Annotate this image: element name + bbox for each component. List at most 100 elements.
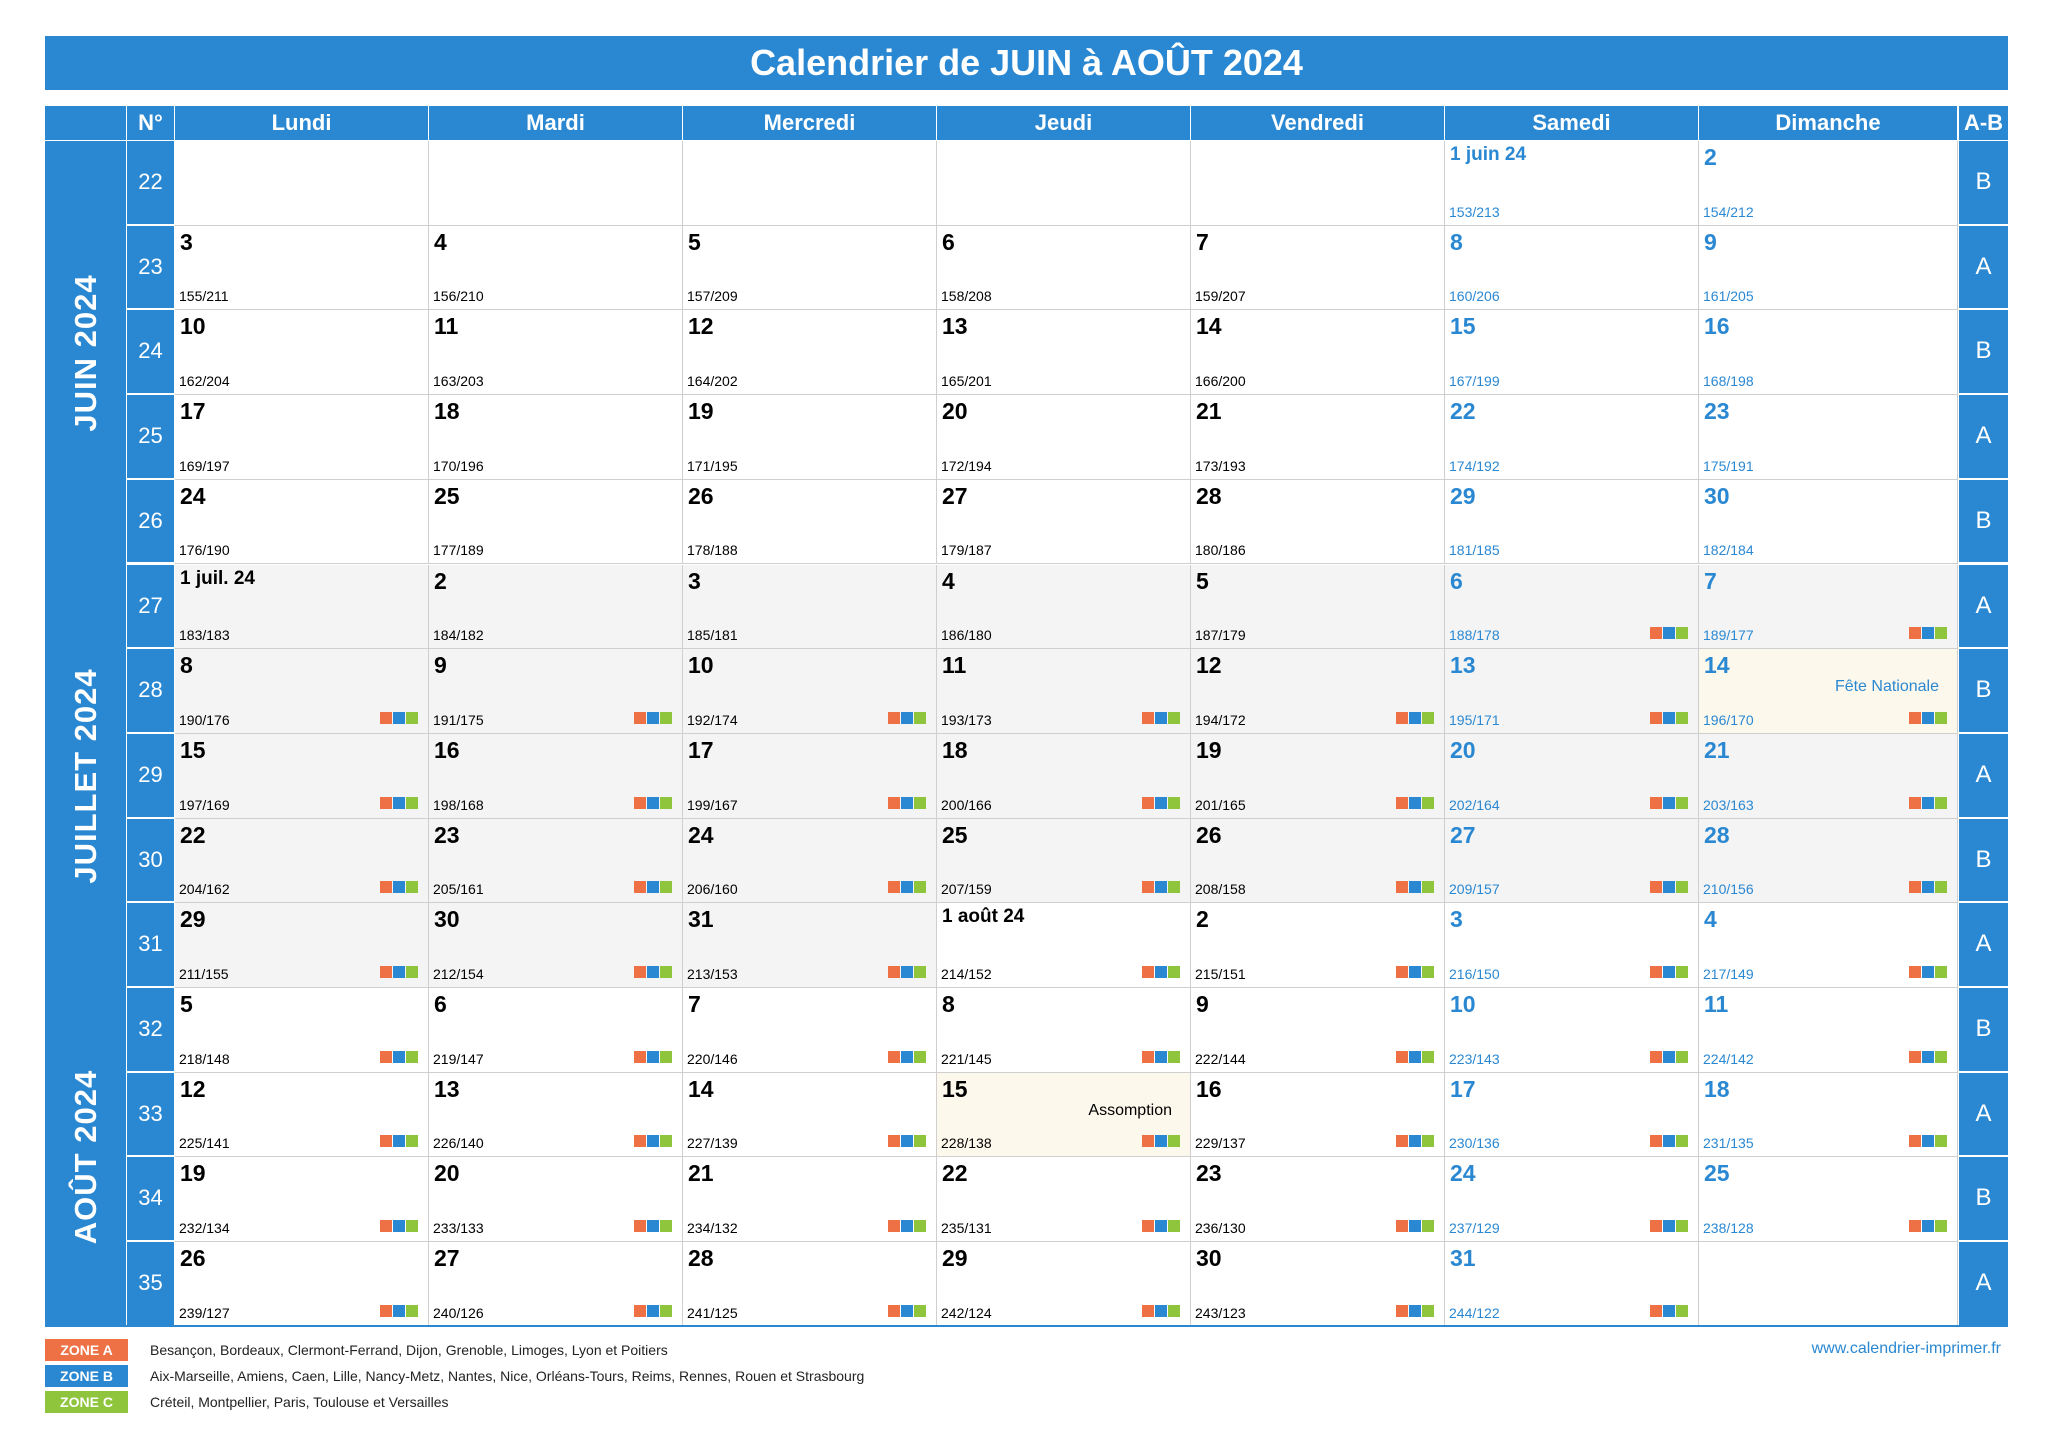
day-cell[interactable]: 28 241/125 (683, 1242, 937, 1327)
day-cell[interactable]: 8 160/206 (1445, 225, 1699, 311)
day-cell[interactable]: 23 175/191 (1699, 395, 1958, 480)
day-cell[interactable]: 19 171/195 (683, 395, 937, 480)
day-cell[interactable]: 24 237/129 (1445, 1157, 1699, 1243)
day-cell[interactable]: 15 167/199 (1445, 310, 1699, 396)
day-cell[interactable]: 27 209/157 (1445, 818, 1699, 904)
day-cell[interactable]: 3 185/181 (683, 564, 937, 650)
day-cell[interactable]: 17 169/197 (175, 395, 429, 480)
day-cell[interactable]: 15 228/138 Assomption (937, 1072, 1191, 1158)
day-cell[interactable]: 8 221/145 (937, 988, 1191, 1073)
day-cell[interactable]: 20 202/164 (1445, 733, 1699, 819)
day-cell[interactable]: 14 166/200 (1191, 310, 1445, 396)
day-cell[interactable]: 24 206/160 (683, 818, 937, 904)
day-cell[interactable]: 13 226/140 (429, 1072, 683, 1158)
day-cell[interactable]: 11 193/173 (937, 649, 1191, 734)
day-cell[interactable]: 28 210/156 (1699, 818, 1958, 904)
day-cell[interactable]: 1 août 24 214/152 (937, 903, 1191, 988)
day-cell[interactable]: 19 232/134 (175, 1157, 429, 1243)
day-cell[interactable]: 22 204/162 (175, 818, 429, 904)
day-cell[interactable]: 2 184/182 (429, 564, 683, 650)
website-link[interactable]: www.calendrier-imprimer.fr (1811, 1340, 2001, 1357)
day-cell[interactable]: 10 223/143 (1445, 988, 1699, 1073)
day-cell[interactable]: 21 173/193 (1191, 395, 1445, 480)
day-cell[interactable]: 6 158/208 (937, 225, 1191, 311)
day-cell[interactable] (1191, 141, 1445, 226)
day-cell[interactable]: 14 196/170 Fête Nationale (1699, 649, 1958, 734)
day-cell[interactable]: 26 239/127 (175, 1242, 429, 1327)
day-cell[interactable]: 2 215/151 (1191, 903, 1445, 988)
day-cell[interactable]: 13 195/171 (1445, 649, 1699, 734)
day-cell[interactable]: 24 176/190 (175, 479, 429, 565)
day-cell[interactable]: 18 170/196 (429, 395, 683, 480)
day-cell[interactable]: 31 244/122 (1445, 1242, 1699, 1327)
day-cell[interactable]: 29 181/185 (1445, 479, 1699, 565)
day-cell[interactable]: 30 243/123 (1191, 1242, 1445, 1327)
day-cell[interactable]: 29 242/124 (937, 1242, 1191, 1327)
day-cell[interactable]: 4 217/149 (1699, 903, 1958, 988)
day-cell[interactable]: 18 231/135 (1699, 1072, 1958, 1158)
day-cell[interactable]: 21 203/163 (1699, 733, 1958, 819)
day-cell[interactable]: 13 165/201 (937, 310, 1191, 396)
day-cell[interactable]: 15 197/169 (175, 733, 429, 819)
day-cell[interactable]: 22 235/131 (937, 1157, 1191, 1243)
day-cell[interactable]: 25 238/128 (1699, 1157, 1958, 1243)
day-cell[interactable]: 8 190/176 (175, 649, 429, 734)
day-cell[interactable]: 10 162/204 (175, 310, 429, 396)
day-cell[interactable]: 9 222/144 (1191, 988, 1445, 1073)
day-cell[interactable]: 7 189/177 (1699, 564, 1958, 650)
day-cell[interactable]: 1 juil. 24 183/183 (175, 564, 429, 650)
day-cell[interactable]: 19 201/165 (1191, 733, 1445, 819)
day-cell[interactable]: 31 213/153 (683, 903, 937, 988)
day-cell[interactable]: 7 159/207 (1191, 225, 1445, 311)
day-cell[interactable]: 18 200/166 (937, 733, 1191, 819)
day-cell[interactable]: 16 229/137 (1191, 1072, 1445, 1158)
day-cell[interactable]: 9 161/205 (1699, 225, 1958, 311)
day-cell[interactable]: 17 230/136 (1445, 1072, 1699, 1158)
day-cell[interactable]: 23 205/161 (429, 818, 683, 904)
day-cell[interactable] (429, 141, 683, 226)
day-cell[interactable]: 9 191/175 (429, 649, 683, 734)
day-cell[interactable]: 16 168/198 (1699, 310, 1958, 396)
day-cell[interactable]: 7 220/146 (683, 988, 937, 1073)
day-cell[interactable]: 20 233/133 (429, 1157, 683, 1243)
day-cell[interactable]: 16 198/168 (429, 733, 683, 819)
day-cell[interactable]: 22 174/192 (1445, 395, 1699, 480)
day-cell[interactable]: 6 219/147 (429, 988, 683, 1073)
day-cell[interactable] (1699, 1242, 1958, 1327)
day-cell[interactable]: 10 192/174 (683, 649, 937, 734)
day-cell[interactable]: 26 178/188 (683, 479, 937, 565)
day-cell[interactable]: 4 156/210 (429, 225, 683, 311)
day-cell[interactable]: 26 208/158 (1191, 818, 1445, 904)
day-cell[interactable]: 4 186/180 (937, 564, 1191, 650)
day-cell[interactable]: 12 225/141 (175, 1072, 429, 1158)
day-cell[interactable]: 6 188/178 (1445, 564, 1699, 650)
day-cell[interactable]: 28 180/186 (1191, 479, 1445, 565)
day-cell[interactable]: 12 164/202 (683, 310, 937, 396)
day-cell[interactable] (175, 141, 429, 226)
day-cell[interactable]: 25 177/189 (429, 479, 683, 565)
day-cell[interactable]: 11 224/142 (1699, 988, 1958, 1073)
day-cell[interactable]: 5 157/209 (683, 225, 937, 311)
day-cell[interactable]: 11 163/203 (429, 310, 683, 396)
day-cell[interactable]: 21 234/132 (683, 1157, 937, 1243)
day-cell[interactable]: 2 154/212 (1699, 141, 1958, 226)
day-cell[interactable]: 5 187/179 (1191, 564, 1445, 650)
day-cell[interactable]: 27 179/187 (937, 479, 1191, 565)
day-cell[interactable]: 14 227/139 (683, 1072, 937, 1158)
day-cell[interactable]: 20 172/194 (937, 395, 1191, 480)
day-cell[interactable]: 1 juin 24 153/213 (1445, 141, 1699, 226)
day-cell[interactable] (683, 141, 937, 226)
day-cell[interactable]: 29 211/155 (175, 903, 429, 988)
day-cell[interactable]: 25 207/159 (937, 818, 1191, 904)
day-cell[interactable]: 30 182/184 (1699, 479, 1958, 565)
day-cell[interactable]: 5 218/148 (175, 988, 429, 1073)
day-cell[interactable]: 17 199/167 (683, 733, 937, 819)
day-cell[interactable]: 23 236/130 (1191, 1157, 1445, 1243)
day-cell[interactable]: 3 216/150 (1445, 903, 1699, 988)
day-cell[interactable]: 27 240/126 (429, 1242, 683, 1327)
day-cell[interactable] (937, 141, 1191, 226)
day-cell[interactable]: 12 194/172 (1191, 649, 1445, 734)
day-cell[interactable]: 30 212/154 (429, 903, 683, 988)
zone-b-marker (1409, 711, 1421, 724)
day-cell[interactable]: 3 155/211 (175, 225, 429, 311)
